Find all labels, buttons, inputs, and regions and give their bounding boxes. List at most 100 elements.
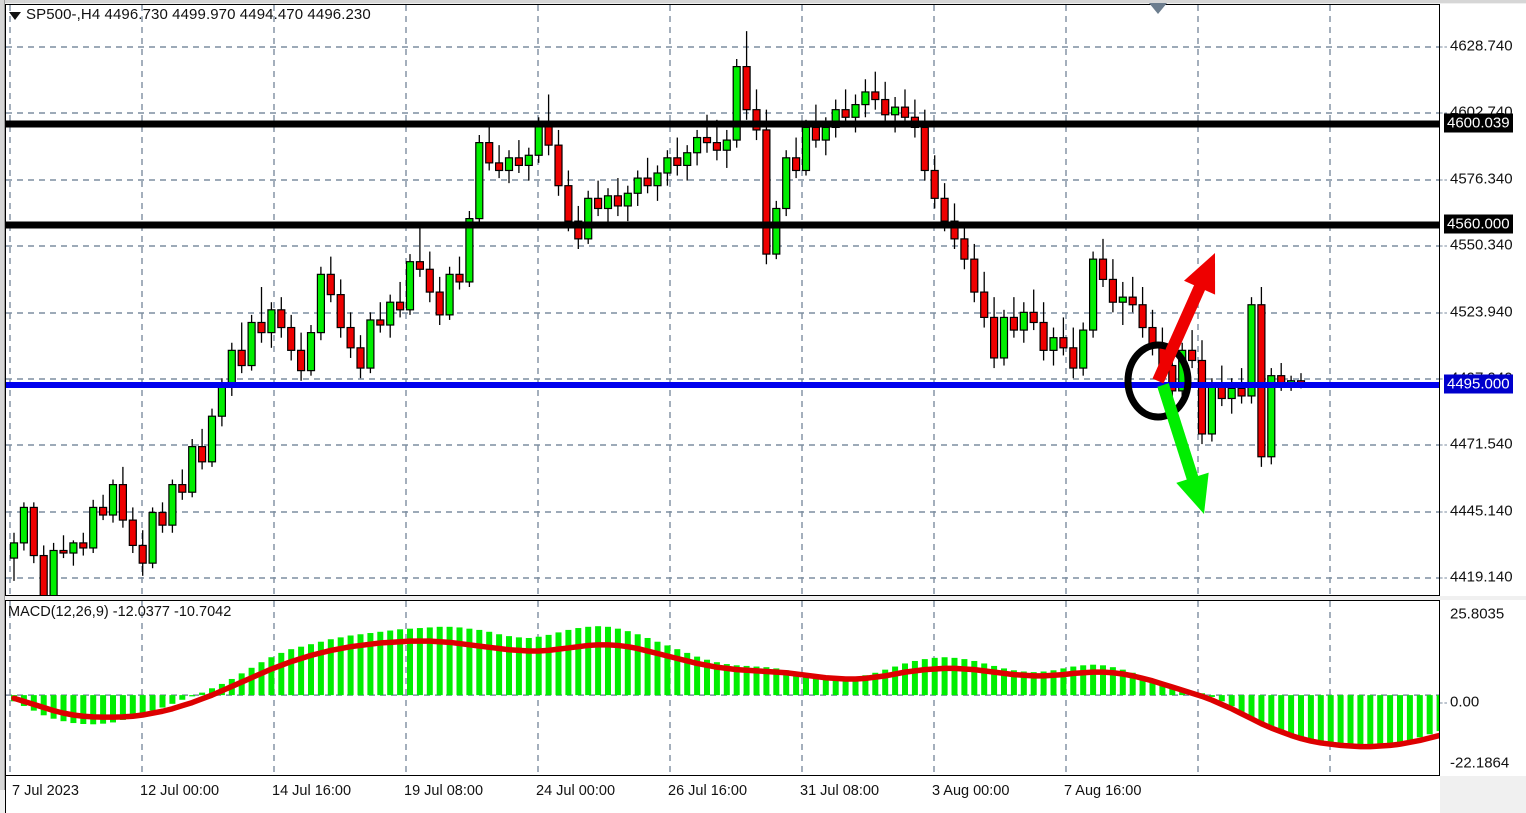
macd-bar [565, 629, 572, 696]
macd-bar [1010, 670, 1017, 696]
macd-bar [1258, 695, 1265, 724]
macd-bar [1080, 665, 1087, 696]
time-tick-label: 7 Jul 2023 [12, 783, 79, 799]
macd-bar [951, 657, 958, 696]
macd-bar [1159, 683, 1166, 696]
time-tick-label: 24 Jul 00:00 [536, 783, 616, 799]
macd-bar [1327, 695, 1334, 745]
macd-bar [1347, 695, 1354, 747]
triangle-down-icon[interactable] [9, 12, 21, 20]
price-axis[interactable]: 4628.740 4602.740 4576.340 4550.340 4523.940… [1440, 4, 1526, 596]
macd-tick-label: 25.8035 [1450, 605, 1505, 623]
macd-bar [1416, 695, 1423, 738]
macd-bar [367, 633, 374, 696]
macd-bar [278, 652, 285, 696]
macd-bar [397, 629, 404, 696]
macd-bar [733, 665, 740, 696]
macd-bar [1129, 672, 1136, 696]
macd-bar [337, 637, 344, 696]
time-axis[interactable]: 7 Jul 2023 12 Jul 00:00 14 Jul 16:00 19 Jul… [5, 776, 1440, 813]
price-gridlines [6, 5, 1439, 595]
price-tick-label: 4419.140 [1440, 569, 1513, 586]
macd-bar [159, 695, 166, 708]
macd-bar [90, 695, 97, 725]
macd-bar [921, 659, 928, 696]
macd-bar [1001, 668, 1007, 696]
time-tick-label: 31 Jul 08:00 [800, 783, 880, 799]
macd-bar [308, 644, 314, 696]
macd-bar [496, 634, 503, 696]
macd-bar [743, 665, 750, 696]
macd-bar [773, 668, 780, 696]
macd-bar [100, 695, 107, 724]
macd-bar [456, 627, 463, 696]
price-level-badge[interactable]: 4560.000 [1444, 214, 1513, 234]
window-left-edge [0, 0, 5, 790]
macd-bar [50, 695, 57, 719]
macd-bar [941, 657, 948, 696]
macd-bar [575, 628, 582, 696]
price-level-badge[interactable]: 4495.000 [1444, 374, 1513, 394]
macd-bar [535, 636, 542, 696]
macd-bar [1218, 695, 1225, 702]
macd-bar [1406, 695, 1413, 741]
macd-bar [1149, 680, 1156, 696]
macd-bar [1238, 695, 1245, 712]
bullish-arrow [1152, 253, 1216, 384]
macd-bar [555, 632, 562, 696]
tick-dash [1440, 511, 1447, 512]
macd-bar [1040, 671, 1047, 696]
tick-dash [1440, 577, 1447, 578]
tick-dash [1440, 444, 1447, 445]
macd-bar [1109, 667, 1116, 696]
window-top-edge [0, 0, 1526, 3]
tick-dash [1440, 112, 1447, 113]
macd-bar [1268, 695, 1275, 729]
macd-bar [842, 678, 849, 696]
macd-bar [119, 695, 126, 720]
macd-bar [357, 634, 364, 696]
macd-bar [644, 637, 651, 696]
price-levels[interactable] [6, 120, 1439, 388]
tick-dash [1440, 46, 1447, 47]
macd-bar [387, 630, 394, 696]
price-level-badge[interactable]: 4600.039 [1444, 113, 1513, 133]
macd-bar [585, 626, 592, 696]
macd-bar [981, 663, 988, 696]
macd-bar [545, 634, 552, 696]
macd-bar [595, 626, 602, 696]
macd-bar [723, 664, 730, 696]
macd-bar [515, 637, 522, 696]
macd-bar [1357, 695, 1364, 747]
macd-bar [832, 678, 839, 696]
macd-bar [862, 675, 869, 696]
macd-axis[interactable]: 25.8035 0.00 -22.1864 [1440, 600, 1526, 776]
macd-bar [674, 649, 681, 696]
macd-tick-label: -22.1864 [1450, 754, 1510, 772]
macd-bar [684, 652, 691, 696]
macd-bar [1208, 695, 1215, 697]
macd-bar [377, 631, 384, 696]
macd-bar [1119, 669, 1126, 696]
macd-bar [1397, 695, 1403, 743]
macd-bar [654, 641, 661, 696]
macd-bar [783, 670, 790, 696]
macd-bar [793, 672, 800, 696]
macd-bar [1377, 695, 1384, 747]
price-tick-label: 4576.340 [1440, 171, 1513, 188]
macd-bar [407, 628, 413, 696]
macd-bar [634, 634, 641, 696]
price-chart-panel[interactable] [5, 4, 1440, 596]
macd-bar [902, 663, 908, 696]
chart-annotations [1124, 253, 1216, 514]
price-tick-label: 4471.540 [1440, 436, 1513, 453]
macd-bar [1426, 695, 1433, 735]
macd-bar [1228, 695, 1235, 707]
time-tick-label: 3 Aug 00:00 [932, 783, 1010, 799]
macd-bar [1317, 695, 1324, 744]
macd-indicator-panel[interactable] [5, 600, 1440, 776]
macd-bar [1307, 695, 1314, 742]
macd-bar [70, 695, 77, 724]
macd-bar [605, 626, 611, 696]
